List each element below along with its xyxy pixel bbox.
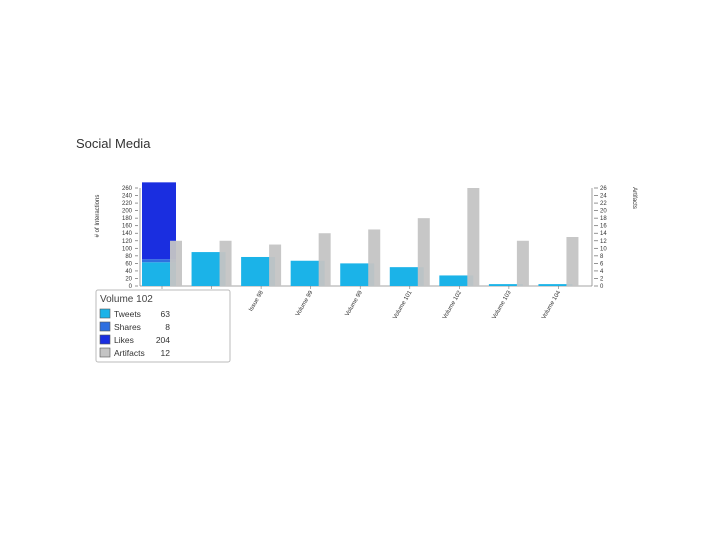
y-tick-label: 240 — [122, 194, 133, 200]
y2-tick-label: 22 — [600, 201, 607, 207]
y-tick-label: 20 — [125, 276, 132, 282]
y-tick-label: 180 — [122, 216, 133, 222]
tooltip-swatch — [99, 334, 111, 345]
bars — [142, 182, 579, 286]
chart-title: Social Media — [76, 136, 151, 151]
category-label: Volume 104 — [541, 289, 562, 320]
category-label: Volume 101 — [392, 289, 413, 320]
tooltip-box — [95, 289, 231, 363]
tooltip-series-value: 63 — [161, 309, 171, 319]
y-tick-label: 40 — [125, 269, 132, 275]
shares-bar[interactable] — [142, 259, 176, 263]
tooltip-series-name: Tweets — [114, 309, 141, 319]
tooltip: Volume 102 Tweets 63 Shares 8 Likes 204 Artifac… — [95, 289, 231, 363]
artifacts-bar[interactable] — [368, 229, 381, 286]
y2-tick-label: 14 — [600, 231, 607, 237]
y-tick-label: 160 — [122, 224, 133, 230]
y-tick-label: 220 — [122, 201, 133, 207]
tweets-bar[interactable] — [389, 267, 424, 286]
y2-tick-label: 18 — [600, 216, 607, 222]
y-tick-label: 120 — [122, 239, 133, 245]
y2-tick-label: 24 — [600, 194, 607, 200]
tooltip-series-name: Artifacts — [114, 348, 145, 358]
tooltip-swatch — [99, 347, 111, 358]
y-axis-label: # of Interactions — [95, 195, 101, 238]
y-tick-label: 200 — [122, 209, 133, 215]
tweets-bar[interactable] — [488, 284, 523, 286]
tooltip-series-value: 12 — [161, 348, 171, 358]
artifacts-bar[interactable] — [516, 240, 529, 286]
tweets-bar[interactable] — [439, 275, 474, 286]
tooltip-series-value: 8 — [165, 322, 170, 332]
y-tick-label: 60 — [125, 261, 132, 267]
artifacts-bar[interactable] — [170, 240, 182, 286]
y2-tick-label: 2 — [600, 276, 604, 282]
tooltip-swatch — [99, 308, 111, 319]
tweets-bar[interactable] — [142, 262, 176, 286]
tooltip-swatch — [99, 321, 111, 332]
artifacts-bar[interactable] — [269, 244, 282, 286]
artifacts-bar[interactable] — [417, 218, 430, 286]
artifacts-bar[interactable] — [566, 237, 579, 286]
y2-axis-label: Artifacts — [631, 187, 637, 209]
y2-tick-label: 10 — [600, 246, 607, 252]
tweets-bar[interactable] — [538, 284, 573, 286]
y2-tick-label: 12 — [600, 239, 607, 245]
category-label: Issue 98 — [248, 289, 265, 312]
category-label: Volume 99 — [345, 289, 365, 317]
y2-tick-label: 26 — [600, 186, 607, 192]
category-label: Volume 99 — [295, 289, 315, 317]
tooltip-series-value: 204 — [156, 335, 170, 345]
tooltip-series-name: Likes — [114, 335, 134, 345]
category-label: Volume 103 — [492, 289, 513, 320]
tooltip-series-name: Shares — [114, 322, 141, 332]
y2-tick-label: 16 — [600, 224, 607, 230]
y-tick-label: 80 — [125, 254, 132, 260]
tooltip-title: Volume 102 — [100, 294, 153, 305]
artifacts-bar[interactable] — [467, 188, 480, 286]
y2-tick-label: 20 — [600, 209, 607, 215]
tweets-bar[interactable] — [340, 263, 375, 286]
y-tick-label: 0 — [129, 284, 133, 290]
y2-tick-label: 8 — [600, 254, 604, 260]
y-tick-label: 260 — [122, 186, 133, 192]
y2-tick-label: 4 — [600, 269, 604, 275]
artifacts-bar[interactable] — [318, 233, 331, 286]
y2-tick-label: 0 — [600, 284, 604, 290]
artifacts-bar[interactable] — [219, 240, 232, 286]
y-tick-label: 140 — [122, 231, 133, 237]
category-label: Volume 102 — [442, 289, 463, 320]
y2-tick-label: 6 — [600, 261, 604, 267]
y-tick-label: 100 — [122, 246, 133, 252]
